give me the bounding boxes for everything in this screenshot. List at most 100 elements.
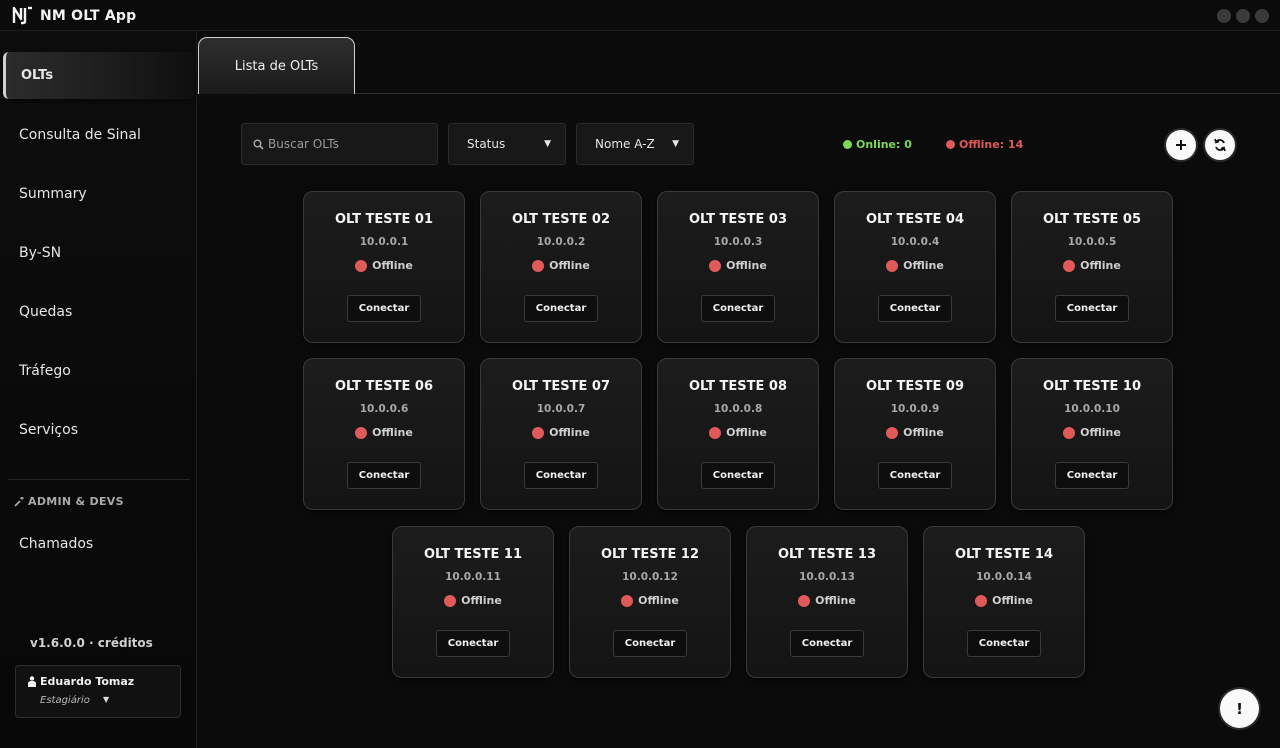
sidebar: OLTs Consulta de Sinal Summary By-SN Que…	[0, 31, 197, 748]
status-select[interactable]: Status ▼	[448, 123, 566, 165]
olt-name: OLT TESTE 14	[954, 547, 1054, 562]
olt-name: OLT TESTE 09	[865, 379, 965, 394]
olt-card: OLT TESTE 08 10.0.0.8 Offline Conectar	[657, 358, 819, 510]
connect-button[interactable]: Conectar	[967, 630, 1041, 657]
minimize-button[interactable]	[1217, 9, 1231, 23]
main-content: Status ▼ Nome A-Z ▼ Online: 0 Offline: 1…	[197, 94, 1280, 748]
olt-name: OLT TESTE 03	[688, 212, 788, 227]
status-select-value: Status	[467, 137, 506, 151]
olt-name: OLT TESTE 13	[777, 547, 877, 562]
olt-ip: 10.0.0.13	[799, 571, 855, 583]
olt-card: OLT TESTE 05 10.0.0.5 Offline Conectar	[1011, 191, 1173, 343]
connect-button[interactable]: Conectar	[878, 462, 952, 489]
olt-name: OLT TESTE 08	[688, 379, 788, 394]
admin-section-label: ADMIN & DEVS	[14, 495, 124, 508]
chevron-down-icon[interactable]: ▼	[103, 695, 110, 704]
connect-button[interactable]: Conectar	[524, 462, 598, 489]
olt-ip: 10.0.0.11	[445, 571, 501, 583]
olt-name: OLT TESTE 06	[334, 379, 434, 394]
maximize-button[interactable]	[1236, 9, 1250, 23]
connect-button[interactable]: Conectar	[701, 462, 775, 489]
status-dot-icon	[444, 594, 457, 607]
search-box[interactable]	[241, 123, 438, 165]
olt-status-text: Offline	[815, 594, 856, 607]
sidebar-divider	[8, 479, 190, 480]
olt-name: OLT TESTE 05	[1042, 212, 1142, 227]
help-button[interactable]: !	[1220, 689, 1259, 728]
olt-status-text: Offline	[549, 259, 590, 272]
sidebar-item-olts[interactable]: OLTs	[3, 52, 195, 99]
olt-status: Offline	[658, 426, 818, 439]
olt-name: OLT TESTE 01	[334, 212, 434, 227]
sidebar-item-servicos[interactable]: Serviços	[3, 406, 195, 453]
olt-status: Offline	[393, 594, 553, 607]
sidebar-item-label: Consulta de Sinal	[19, 126, 141, 143]
sidebar-item-chamados[interactable]: Chamados	[3, 520, 195, 567]
olt-card: OLT TESTE 14 10.0.0.14 Offline Conectar	[923, 526, 1085, 678]
refresh-icon	[1214, 138, 1226, 152]
olt-ip: 10.0.0.4	[890, 236, 940, 248]
olt-name: OLT TESTE 04	[865, 212, 965, 227]
close-button[interactable]	[1255, 9, 1269, 23]
olt-status: Offline	[1012, 259, 1172, 272]
add-olt-button[interactable]	[1166, 130, 1196, 160]
offline-dot-icon	[946, 140, 955, 149]
olt-card: OLT TESTE 06 10.0.0.6 Offline Conectar	[303, 358, 465, 510]
sidebar-item-label: Chamados	[19, 535, 94, 552]
wrench-icon	[14, 497, 24, 507]
connect-button[interactable]: Conectar	[347, 295, 421, 322]
sidebar-item-by-sn[interactable]: By-SN	[3, 229, 195, 276]
olt-ip: 10.0.0.1	[359, 236, 409, 248]
olt-status-text: Offline	[726, 259, 767, 272]
status-dot-icon	[709, 426, 722, 439]
status-dot-icon	[798, 594, 811, 607]
version-credits-link[interactable]: v1.6.0.0 · créditos	[30, 636, 153, 650]
olt-ip: 10.0.0.14	[976, 571, 1032, 583]
olt-status-text: Offline	[992, 594, 1033, 607]
connect-button[interactable]: Conectar	[878, 295, 952, 322]
olt-ip: 10.0.0.5	[1067, 236, 1117, 248]
olt-status: Offline	[924, 594, 1084, 607]
olt-name: OLT TESTE 10	[1042, 379, 1142, 394]
olt-name: OLT TESTE 11	[423, 547, 523, 562]
sort-select[interactable]: Nome A-Z ▼	[576, 123, 694, 165]
tab-bar: Lista de OLTs	[197, 31, 1280, 94]
title-bar: NM OLT App	[0, 0, 1280, 31]
olt-status-text: Offline	[1080, 259, 1121, 272]
chevron-down-icon: ▼	[672, 139, 679, 149]
sidebar-item-trafego[interactable]: Tráfego	[3, 347, 195, 394]
olt-card: OLT TESTE 02 10.0.0.2 Offline Conectar	[480, 191, 642, 343]
online-count-text: Online: 0	[856, 138, 912, 151]
plus-icon	[1176, 140, 1186, 150]
app-logo-icon	[12, 6, 32, 25]
status-dot-icon	[621, 594, 634, 607]
sidebar-item-consulta-de-sinal[interactable]: Consulta de Sinal	[3, 111, 195, 158]
connect-button[interactable]: Conectar	[790, 630, 864, 657]
search-input[interactable]	[268, 137, 428, 151]
connect-button[interactable]: Conectar	[524, 295, 598, 322]
sidebar-item-label: Quedas	[19, 303, 73, 320]
user-card[interactable]: Eduardo Tomaz Estagiário ▼	[15, 665, 181, 718]
olt-status: Offline	[835, 259, 995, 272]
refresh-button[interactable]	[1205, 130, 1235, 160]
app-title: NM OLT App	[40, 8, 137, 24]
connect-button[interactable]: Conectar	[701, 295, 775, 322]
connect-button[interactable]: Conectar	[436, 630, 510, 657]
connect-button[interactable]: Conectar	[347, 462, 421, 489]
connect-button[interactable]: Conectar	[613, 630, 687, 657]
olt-card: OLT TESTE 13 10.0.0.13 Offline Conectar	[746, 526, 908, 678]
connect-button[interactable]: Conectar	[1055, 462, 1129, 489]
olt-ip: 10.0.0.12	[622, 571, 678, 583]
status-dot-icon	[532, 259, 545, 272]
olt-card: OLT TESTE 10 10.0.0.10 Offline Conectar	[1011, 358, 1173, 510]
status-dot-icon	[1063, 426, 1076, 439]
sidebar-item-quedas[interactable]: Quedas	[3, 288, 195, 335]
sidebar-item-summary[interactable]: Summary	[3, 170, 195, 217]
status-dot-icon	[709, 259, 722, 272]
tab-lista-de-olts[interactable]: Lista de OLTs	[198, 37, 355, 94]
olt-status-text: Offline	[903, 259, 944, 272]
user-role: Estagiário	[40, 695, 90, 706]
sidebar-item-label: By-SN	[19, 244, 62, 261]
sort-select-value: Nome A-Z	[595, 137, 655, 151]
connect-button[interactable]: Conectar	[1055, 295, 1129, 322]
